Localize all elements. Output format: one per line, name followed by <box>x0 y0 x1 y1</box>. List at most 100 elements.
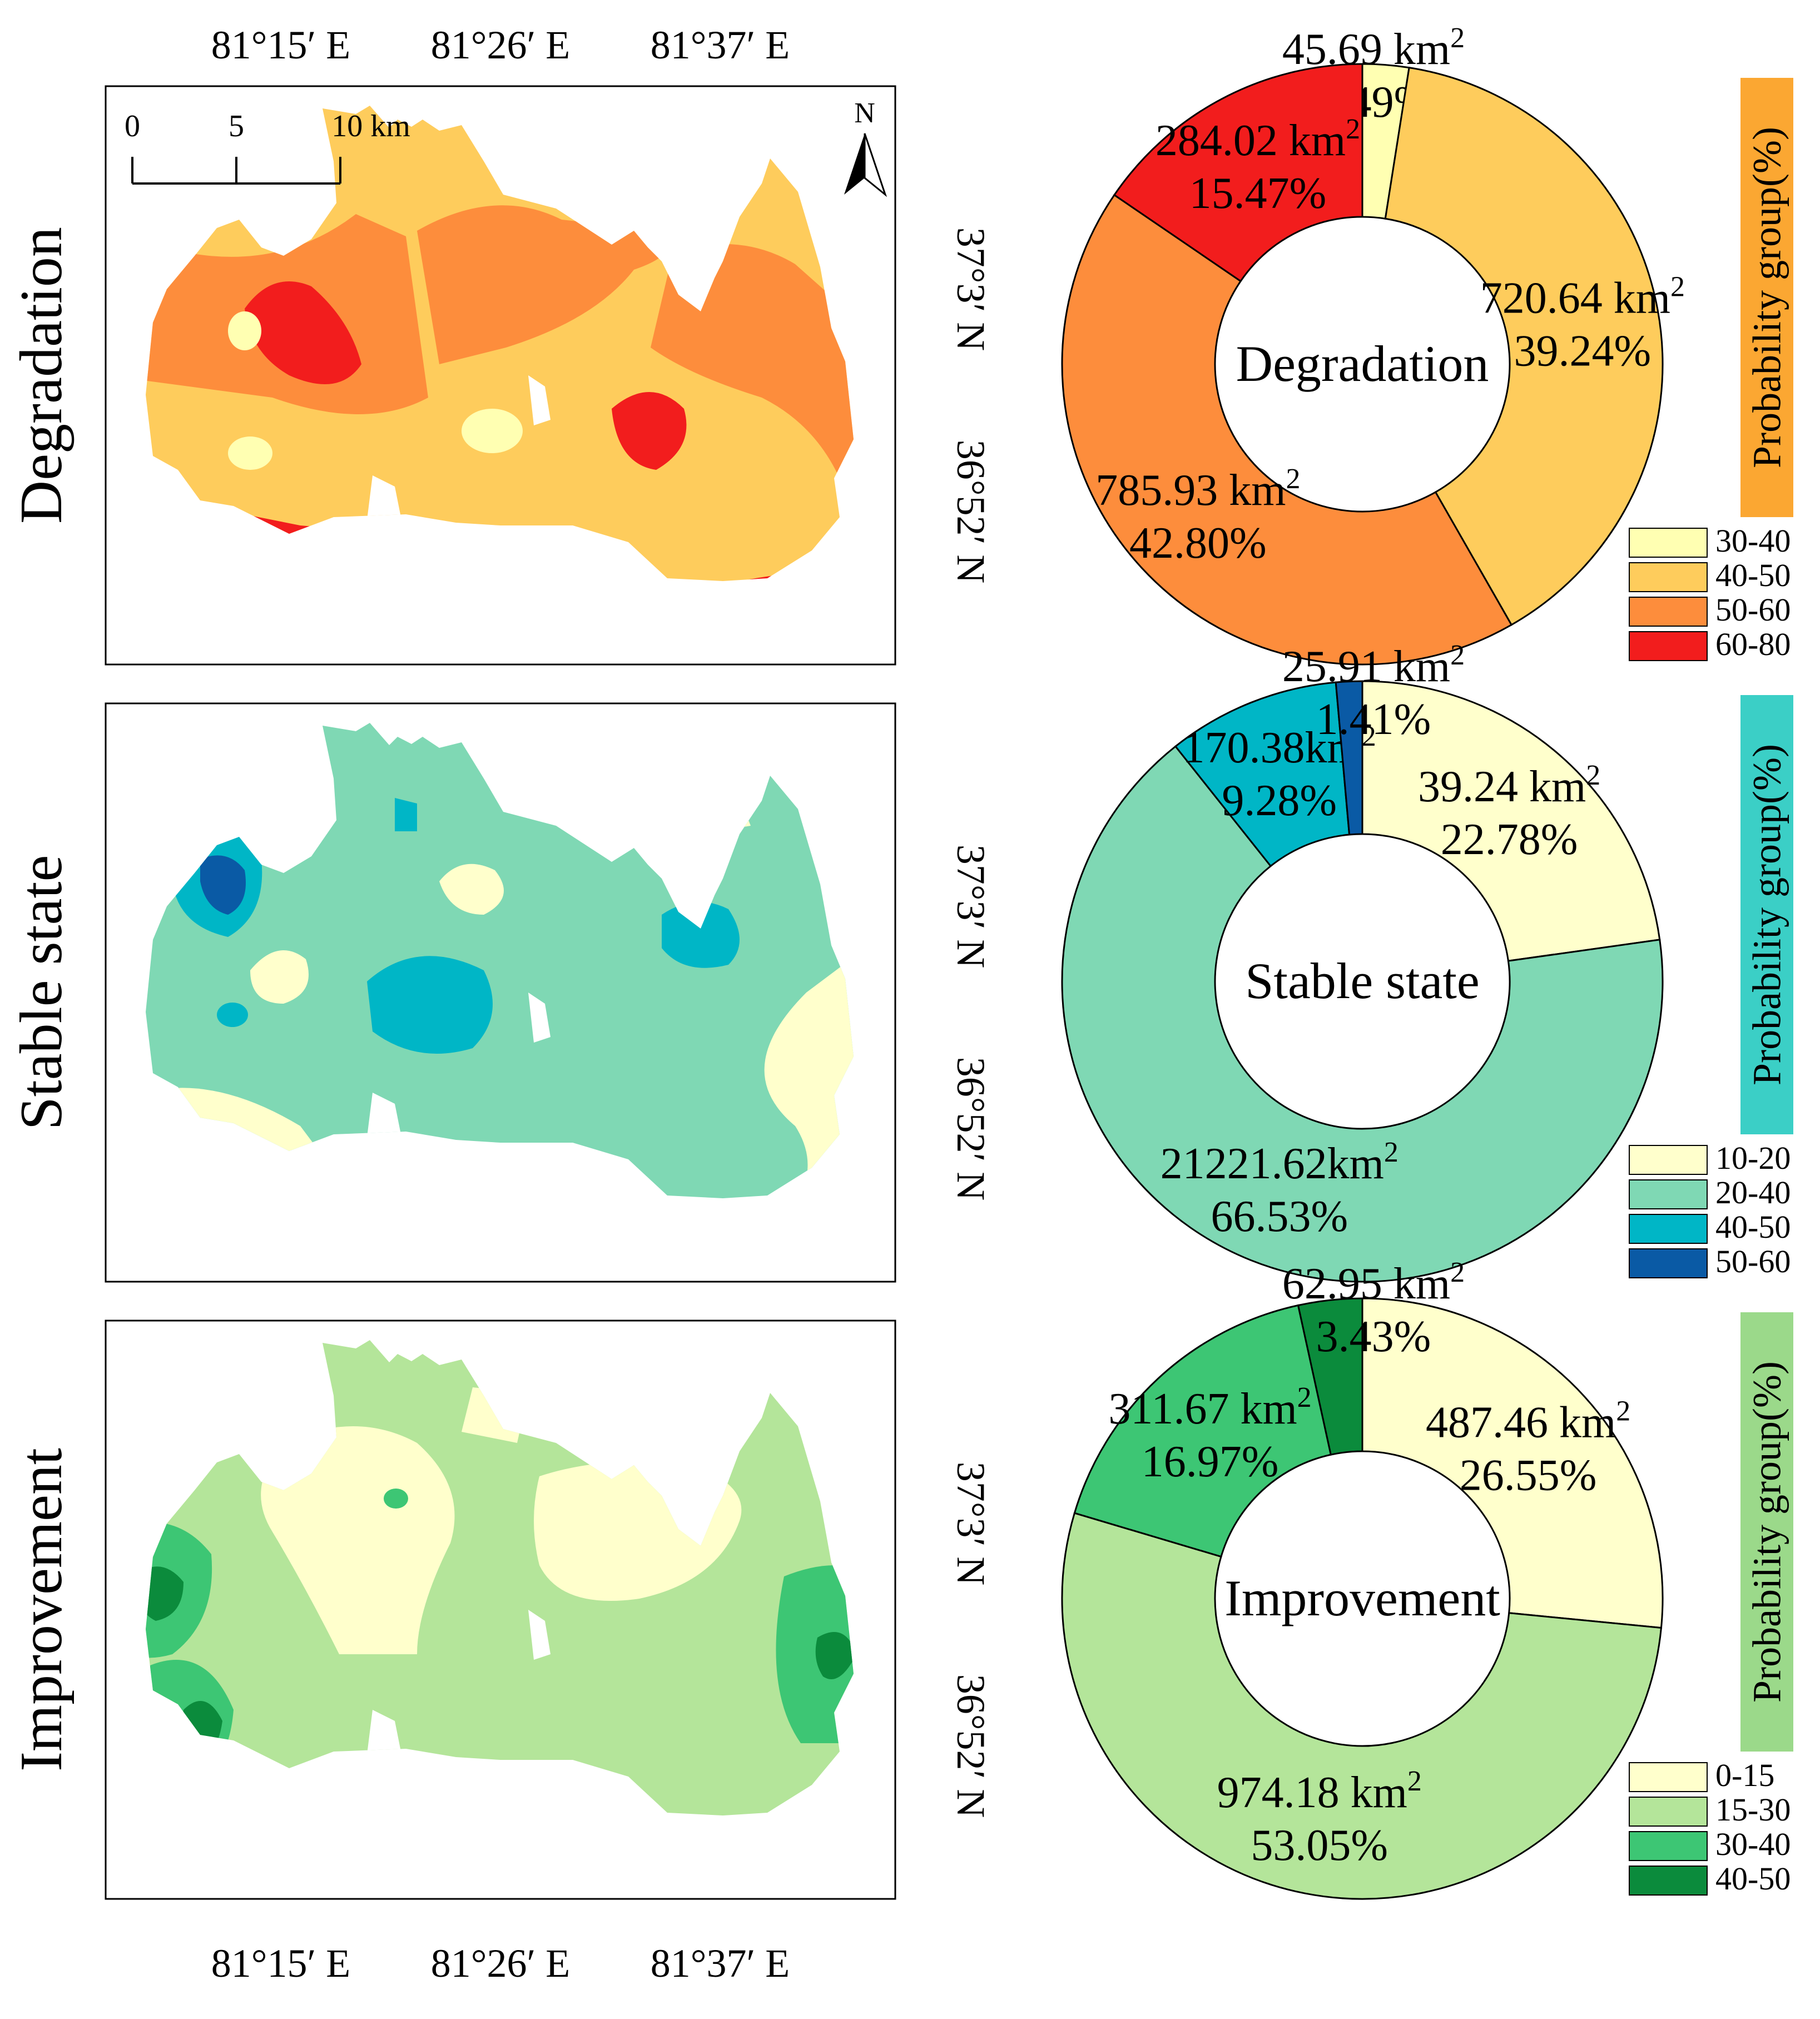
probability-zone <box>815 1632 854 1679</box>
probability-zone <box>217 1003 248 1027</box>
legend-range: 40-50 <box>1715 1861 1791 1897</box>
slice-area-value: 25.91 km <box>1282 642 1450 691</box>
probability-zone <box>417 205 669 364</box>
donut-chart: 39.24 km222.78%21221.62km266.53%170.38km… <box>1061 639 1664 1283</box>
slice-label: 785.93 km2 42.80% <box>1095 463 1300 568</box>
panel-label: Degradation <box>8 227 75 524</box>
donut-slice <box>1297 1297 1363 1456</box>
legend-range: 30-40 <box>1715 523 1791 559</box>
slice-label: 39.24 km2 22.78% <box>1418 760 1600 864</box>
probability-zone <box>462 409 523 453</box>
probability-zone <box>245 281 361 384</box>
legend-range: 50-60 <box>1715 592 1791 628</box>
lon-label-top: 81°26′ E <box>431 23 571 67</box>
panel-label: Stable state <box>8 855 75 1130</box>
slice-area-unit-sup: 2 <box>1286 463 1300 495</box>
slice-area-unit-sup: 2 <box>1346 113 1360 145</box>
donut-slice <box>1061 1512 1663 1900</box>
legend-range: 20-40 <box>1715 1174 1791 1211</box>
legend-range: 40-50 <box>1715 557 1791 593</box>
slice-area-value: 785.93 km <box>1095 466 1286 515</box>
legend-title-bg <box>1740 1312 1793 1752</box>
legend-swatch <box>1629 1145 1708 1175</box>
legend-range: 15-30 <box>1715 1792 1791 1828</box>
slice-area-unit-sup: 2 <box>1450 1257 1465 1288</box>
donut-center-label: Improvement <box>1224 1570 1500 1626</box>
legend-range: 0-15 <box>1715 1757 1774 1793</box>
probability-zone <box>612 392 687 470</box>
map <box>105 85 896 666</box>
slice-percent: 39.24% <box>1514 326 1652 375</box>
slice-area-unit-sup: 2 <box>1407 1765 1422 1797</box>
donut-center-label: Degradation <box>1236 335 1489 392</box>
north-label: N <box>854 97 875 129</box>
scale-bar-label: 0 <box>125 109 140 143</box>
slice-percent: 22.78% <box>1441 815 1578 864</box>
lat-label: 37°3′ N <box>949 227 993 351</box>
legend-swatch <box>1629 1214 1708 1244</box>
slice-area-value: 974.18 km <box>1217 1768 1407 1817</box>
slice-area-unit-sup: 2 <box>1586 760 1600 791</box>
donut-center-label: Stable state <box>1245 953 1480 1009</box>
legend-range: 30-40 <box>1715 1826 1791 1862</box>
slice-percent: 16.97% <box>1142 1437 1279 1486</box>
slice-percent: 66.53% <box>1211 1192 1348 1241</box>
probability-zone <box>261 1426 455 1654</box>
slice-area: 21221.62km2 <box>1161 1137 1399 1188</box>
map <box>105 1319 896 1900</box>
water-gap <box>528 375 551 425</box>
donut-slice <box>1384 66 1664 626</box>
north-arrow-right <box>864 133 887 197</box>
slice-area-unit-sup: 2 <box>1362 721 1376 752</box>
legend-swatch <box>1629 1866 1708 1896</box>
lon-label-bottom: 81°26′ E <box>431 1941 571 1986</box>
slice-area-unit-sup: 2 <box>1384 1137 1399 1168</box>
probability-zone <box>228 436 272 470</box>
slice-percent: 26.55% <box>1460 1451 1597 1500</box>
slice-percent: 15.47% <box>1189 169 1327 218</box>
scale-bar-label: 10 km <box>331 109 410 143</box>
legend-range: 40-50 <box>1715 1209 1791 1245</box>
legend-swatch <box>1629 528 1708 558</box>
donut-slice <box>1061 745 1664 1283</box>
lat-label: 37°3′ N <box>949 1462 993 1586</box>
slice-area: 45.69 km2 <box>1282 22 1465 74</box>
probability-zone <box>200 855 246 915</box>
scale-bar: 0 5 10 km <box>125 109 410 185</box>
legend-title: Probability group(%) <box>1745 744 1789 1085</box>
slice-area-value: 39.24 km <box>1418 762 1586 811</box>
slice-area-unit-sup: 2 <box>1297 1382 1312 1413</box>
panel-stable-state: Stable state 37°3′ N36°52′ N39.24 km222.7… <box>8 639 1793 1283</box>
legend-range: 60-80 <box>1715 626 1791 662</box>
donut-slice <box>1361 1297 1664 1629</box>
legend-range: 10-20 <box>1715 1140 1791 1176</box>
lon-label-top: 81°37′ E <box>651 23 790 67</box>
donut-slice <box>1335 680 1363 836</box>
legend-swatch <box>1629 597 1708 627</box>
slice-area-unit-sup: 2 <box>1670 271 1685 302</box>
slice-area-value: 720.64 km <box>1480 274 1670 323</box>
slice-area-value: 170.38km <box>1183 723 1362 772</box>
lon-label-bottom: 81°15′ E <box>211 1941 351 1986</box>
probability-zone <box>395 798 417 831</box>
legend-range: 50-60 <box>1715 1243 1791 1279</box>
slice-area-value: 21221.62km <box>1161 1139 1384 1188</box>
slice-percent: 42.80% <box>1129 519 1267 568</box>
probability-zone <box>439 864 504 915</box>
slice-percent: 1.41% <box>1316 695 1431 744</box>
slice-area: 487.46 km2 <box>1426 1396 1630 1447</box>
legend-title-bg <box>1740 695 1793 1134</box>
slice-area: 62.95 km2 <box>1282 1257 1465 1308</box>
